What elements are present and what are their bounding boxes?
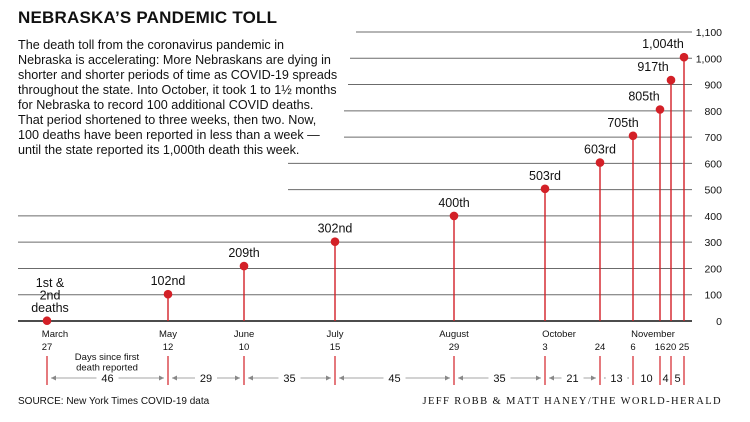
x-day-label: 6: [630, 342, 635, 353]
y-tick-label: 800: [704, 106, 722, 118]
x-day-label: 16: [655, 342, 666, 353]
interval-label-bg: [278, 371, 301, 384]
intro-paragraph: The death toll from the coronavirus pand…: [18, 38, 344, 158]
x-day-label: 20: [666, 342, 677, 353]
y-tick-label: 600: [704, 158, 722, 170]
x-month-label: May: [159, 329, 177, 340]
data-label: 302nd: [318, 222, 353, 236]
interval-days: 29: [200, 373, 212, 385]
data-point: [163, 289, 173, 299]
interval-arrowhead: [445, 375, 450, 381]
interval-arrowhead: [549, 375, 554, 381]
data-point: [449, 211, 459, 221]
data-label: 917th: [637, 60, 668, 74]
x-day-label: 10: [239, 342, 250, 353]
credit-line: JEFF ROBB & MATT HANEY/THE WORLD-HERALD: [422, 396, 722, 407]
data-label: 102nd: [151, 274, 186, 288]
x-month-label: July: [327, 329, 344, 340]
interval-arrowhead: [326, 375, 331, 381]
interval-days: 4: [662, 373, 668, 385]
y-tick-label: 0: [716, 316, 722, 328]
data-point: [628, 131, 638, 141]
x-day-label: 24: [595, 342, 606, 353]
x-day-label: 29: [449, 342, 460, 353]
y-tick-label: 200: [704, 263, 722, 275]
data-point: [42, 316, 52, 326]
x-month-label: October: [542, 329, 576, 340]
interval-arrowhead: [172, 375, 177, 381]
y-tick-label: 500: [704, 185, 722, 197]
interval-label-bg: [488, 371, 511, 384]
interval-days: 46: [101, 373, 113, 385]
interval-label-bg: [195, 371, 217, 384]
interval-days: 45: [388, 373, 400, 385]
interval-arrowhead: [235, 375, 240, 381]
data-label: 603rd: [584, 143, 616, 157]
interval-label-bg: [561, 371, 584, 384]
data-label: 503rd: [529, 169, 561, 183]
y-tick-label: 700: [704, 132, 722, 144]
x-day-label: 3: [542, 342, 547, 353]
interval-days: 21: [566, 373, 578, 385]
interval-days: 10: [640, 373, 652, 385]
data-point: [239, 261, 249, 271]
x-month-label: June: [234, 329, 255, 340]
data-label: 705th: [607, 116, 638, 130]
interval-arrowhead: [458, 375, 463, 381]
source-note: SOURCE: New York Times COVID-19 data: [18, 396, 210, 407]
x-day-label: 25: [679, 342, 690, 353]
data-point: [666, 75, 676, 85]
interval-label-bg: [96, 371, 119, 384]
interval-days: 5: [674, 373, 680, 385]
chart-title: NEBRASKA’S PANDEMIC TOLL: [18, 8, 278, 27]
data-point: [679, 52, 689, 62]
y-tick-label: 1,100: [696, 27, 722, 39]
interval-arrowhead: [248, 375, 253, 381]
interval-days: 35: [493, 373, 505, 385]
interval-arrowhead: [536, 375, 541, 381]
interval-arrowhead: [51, 375, 56, 381]
interval-arrowhead: [159, 375, 164, 381]
interval-arrowhead: [339, 375, 344, 381]
interval-label-bg: [605, 371, 628, 384]
y-tick-label: 300: [704, 237, 722, 249]
data-point: [595, 158, 605, 167]
data-point: [540, 184, 550, 194]
y-tick-label: 900: [704, 80, 722, 92]
x-day-label: 15: [330, 342, 341, 353]
data-label: 1,004th: [642, 37, 684, 51]
interval-caption: Days since first death reported: [75, 352, 140, 374]
x-month-label: March: [42, 329, 68, 340]
interval-days: 13: [610, 373, 622, 385]
data-label: 805th: [628, 90, 659, 104]
interval-arrowhead: [591, 375, 596, 381]
y-tick-label: 400: [704, 211, 722, 223]
data-label: 400th: [438, 196, 469, 210]
interval-days: 35: [283, 373, 295, 385]
x-month-label: November: [631, 329, 675, 340]
x-month-label: August: [439, 329, 469, 340]
y-tick-label: 1,000: [696, 53, 722, 65]
data-point: [655, 105, 665, 114]
y-tick-label: 100: [704, 290, 722, 302]
interval-label-bg: [383, 371, 406, 384]
x-day-label: 12: [163, 342, 174, 353]
data-label: 1st & 2nd deaths: [31, 276, 69, 315]
data-point: [330, 237, 340, 246]
x-day-label: 27: [42, 342, 53, 353]
data-label: 209th: [228, 246, 259, 260]
